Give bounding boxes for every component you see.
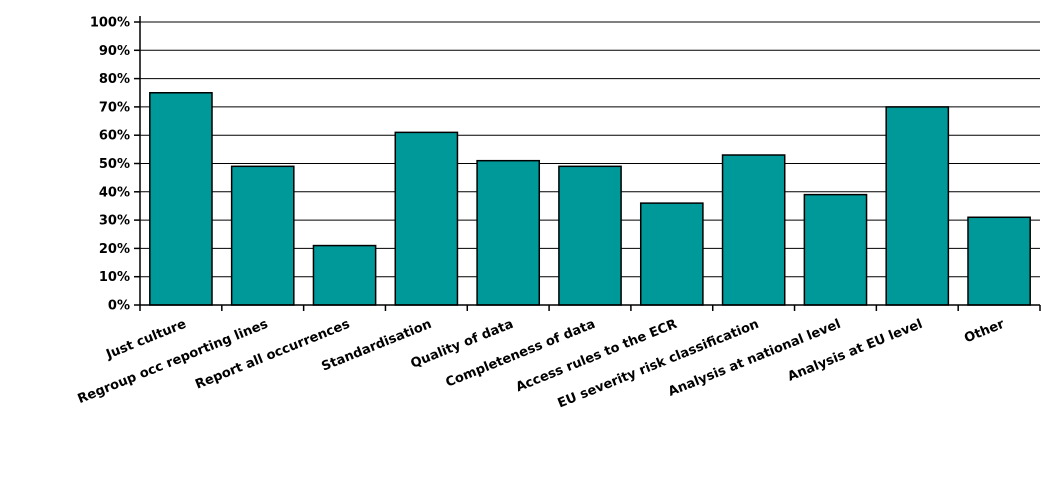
bar — [803, 193, 868, 306]
bars — [149, 92, 1031, 306]
bar — [394, 131, 459, 306]
y-tick-labels: 0% 10% 20% 30% 40% 50% 60% 70% 80% 90% 100% — [90, 16, 130, 314]
y-tick-label: 60% — [99, 129, 130, 144]
bar — [721, 154, 786, 306]
bar — [312, 244, 377, 306]
x-category-label: Analysis at EU level — [786, 317, 925, 385]
bar — [476, 159, 541, 306]
y-tick-label: 0% — [108, 299, 130, 314]
bar — [885, 106, 950, 306]
y-tick-label: 40% — [99, 185, 130, 200]
bar — [967, 216, 1031, 306]
y-tick-label: 30% — [99, 214, 130, 229]
axes — [134, 16, 1041, 311]
bar — [230, 165, 295, 306]
y-tick-label: 100% — [90, 16, 130, 31]
bar — [558, 165, 622, 306]
y-tick-label: 10% — [99, 270, 130, 285]
y-tick-label: 50% — [99, 157, 130, 172]
bar — [639, 202, 704, 306]
x-category-label: Report all occurrences — [193, 317, 352, 393]
y-tick-label: 80% — [99, 72, 130, 87]
bar — [149, 92, 213, 306]
x-category-label: Other — [962, 317, 1007, 347]
y-tick-label: 70% — [99, 100, 130, 115]
y-tick-label: 20% — [99, 242, 130, 257]
y-tick-label: 90% — [99, 44, 130, 59]
